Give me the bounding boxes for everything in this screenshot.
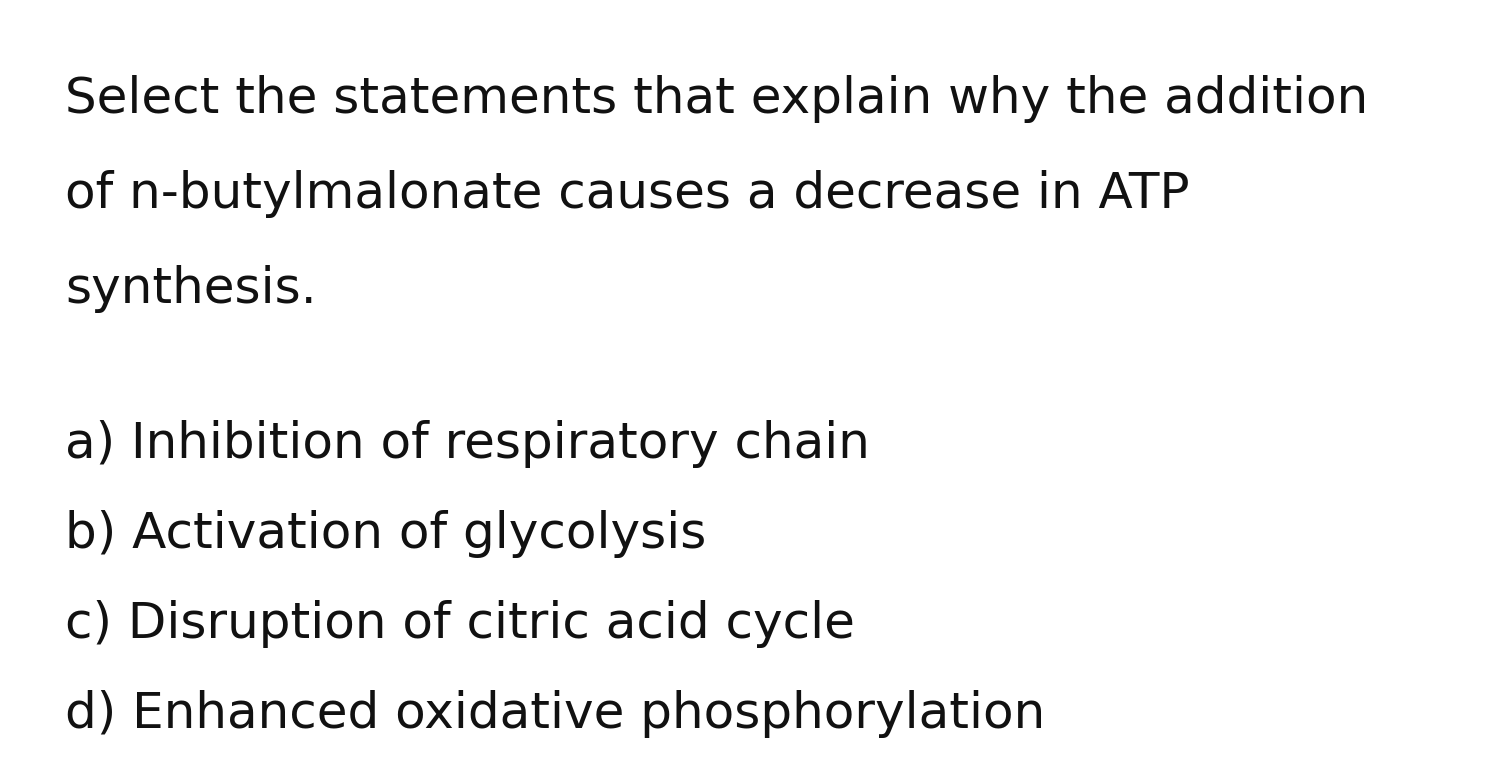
Text: Select the statements that explain why the addition: Select the statements that explain why t… <box>64 75 1368 123</box>
Text: d) Enhanced oxidative phosphorylation: d) Enhanced oxidative phosphorylation <box>64 690 1046 738</box>
Text: synthesis.: synthesis. <box>64 265 316 313</box>
Text: b) Activation of glycolysis: b) Activation of glycolysis <box>64 510 706 558</box>
Text: a) Inhibition of respiratory chain: a) Inhibition of respiratory chain <box>64 420 870 468</box>
Text: of n-butylmalonate causes a decrease in ATP: of n-butylmalonate causes a decrease in … <box>64 170 1190 218</box>
Text: c) Disruption of citric acid cycle: c) Disruption of citric acid cycle <box>64 600 855 648</box>
